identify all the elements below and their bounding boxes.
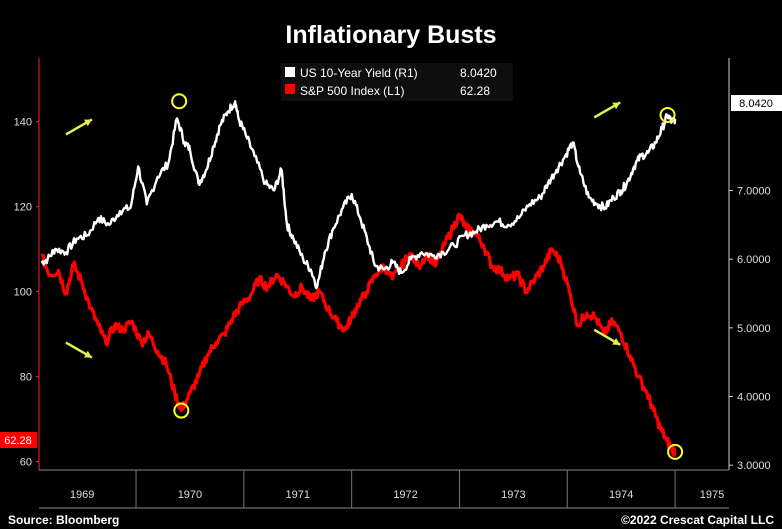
legend-label-yield: US 10-Year Yield (R1) bbox=[300, 66, 418, 80]
legend-box bbox=[281, 63, 513, 101]
annotations bbox=[65, 93, 684, 460]
footer-source: Source: Bloomberg bbox=[8, 513, 119, 527]
legend: US 10-Year Yield (R1) 8.0420 S&P 500 Ind… bbox=[281, 63, 513, 101]
x-tick-label: 1973 bbox=[501, 489, 525, 501]
x-dividers bbox=[135, 470, 676, 508]
highlight-circle bbox=[667, 443, 684, 460]
highlight-circle bbox=[171, 93, 188, 110]
right-ticks: 7.0000 6.0000 5.0000 4.0000 3.0000 bbox=[729, 186, 771, 472]
trend-arrow-head bbox=[83, 350, 92, 358]
x-tick-label: 1974 bbox=[609, 489, 633, 501]
last-value-tag-yield: 8.0420 bbox=[731, 95, 782, 111]
chart-title: Inflationary Busts bbox=[285, 21, 496, 49]
axes: 1969 1970 1971 1972 1973 1974 1975 140 120 100 80… bbox=[14, 58, 771, 509]
right-tick-label: 7.0000 bbox=[737, 186, 771, 198]
legend-label-sp500: S&P 500 Index (L1) bbox=[300, 84, 405, 98]
series-line-10y-yield bbox=[40, 100, 677, 290]
legend-value-yield: 8.0420 bbox=[460, 66, 497, 80]
series-line-sp500 bbox=[40, 212, 677, 457]
legend-value-sp500: 62.28 bbox=[460, 84, 490, 98]
left-tick-label: 80 bbox=[20, 372, 32, 384]
right-tick-label: 4.0000 bbox=[737, 392, 771, 404]
right-tick-label: 5.0000 bbox=[737, 323, 771, 335]
last-value-tag-sp500-text: 62.28 bbox=[4, 435, 32, 447]
left-ticks: 140 120 100 80 60 bbox=[14, 117, 39, 469]
x-tick-label: 1970 bbox=[178, 489, 202, 501]
last-value-tag-sp500: 62.28 bbox=[0, 432, 37, 448]
last-value-tag-yield-text: 8.0420 bbox=[739, 98, 773, 110]
trend-arrow-head bbox=[83, 119, 92, 127]
x-tick-label: 1969 bbox=[70, 489, 94, 501]
left-tick-label: 140 bbox=[14, 117, 32, 129]
legend-swatch-sp500 bbox=[285, 84, 295, 94]
right-tick-label: 6.0000 bbox=[737, 254, 771, 266]
highlight-circle bbox=[173, 402, 190, 419]
x-tick-label: 1971 bbox=[286, 489, 310, 501]
left-tick-label: 120 bbox=[14, 202, 32, 214]
footer-copyright: ©2022 Crescat Capital LLC bbox=[621, 513, 774, 527]
left-tick-label: 60 bbox=[20, 457, 32, 469]
left-tick-label: 100 bbox=[14, 287, 32, 299]
right-tick-label: 3.0000 bbox=[737, 460, 771, 472]
last-value-tag-sp500-box bbox=[0, 432, 37, 448]
last-value-tag-yield-box bbox=[731, 95, 782, 111]
highlight-circle bbox=[659, 106, 676, 123]
x-tick-labels: 1969 1970 1971 1972 1973 1974 1975 bbox=[70, 489, 724, 501]
trend-arrow-head bbox=[612, 102, 621, 110]
x-tick-label: 1975 bbox=[700, 489, 724, 501]
x-tick-label: 1972 bbox=[393, 489, 417, 501]
legend-swatch-yield bbox=[285, 67, 295, 77]
trend-arrow-head bbox=[612, 338, 621, 345]
